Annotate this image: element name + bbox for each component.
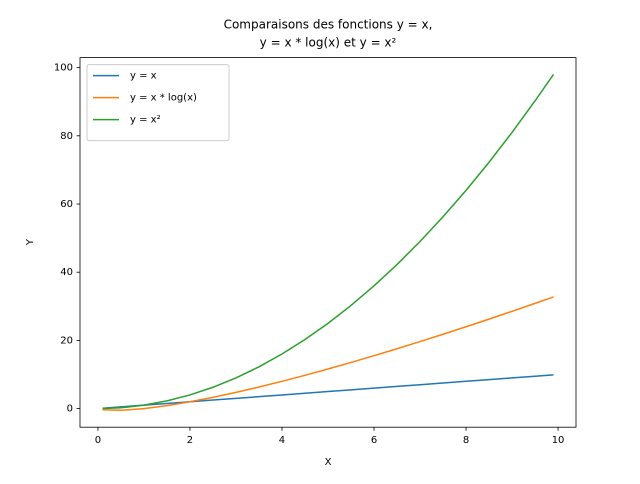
x-tick-label: 8 [463, 435, 469, 446]
line-series [102, 296, 554, 412]
x-tick-label: 10 [552, 435, 565, 446]
y-tick-label: 60 [60, 199, 73, 210]
x-tick-label: 2 [187, 435, 193, 446]
line-series [102, 374, 554, 409]
legend-label: y = x² [130, 115, 161, 126]
chart-title: y = x * log(x) et y = x² [260, 36, 397, 50]
y-tick-label: 40 [60, 267, 73, 278]
legend-box [86, 64, 230, 142]
legend-label: y = x [130, 71, 157, 82]
y-tick-label: 80 [60, 131, 73, 142]
y-tick-label: 0 [67, 404, 73, 415]
y-axis-label: Y [25, 238, 36, 246]
plot-frame [79, 57, 577, 428]
legend-label: y = x * log(x) [130, 93, 197, 104]
line-series [102, 73, 555, 410]
chart-title: Comparaisons des fonctions y = x, [224, 18, 433, 32]
x-tick-label: 0 [95, 435, 101, 446]
x-axis-label: X [325, 457, 332, 468]
y-tick-label: 20 [60, 335, 73, 346]
y-tick-label: 100 [54, 63, 73, 74]
x-tick-label: 4 [279, 435, 285, 446]
x-tick-label: 6 [371, 435, 377, 446]
